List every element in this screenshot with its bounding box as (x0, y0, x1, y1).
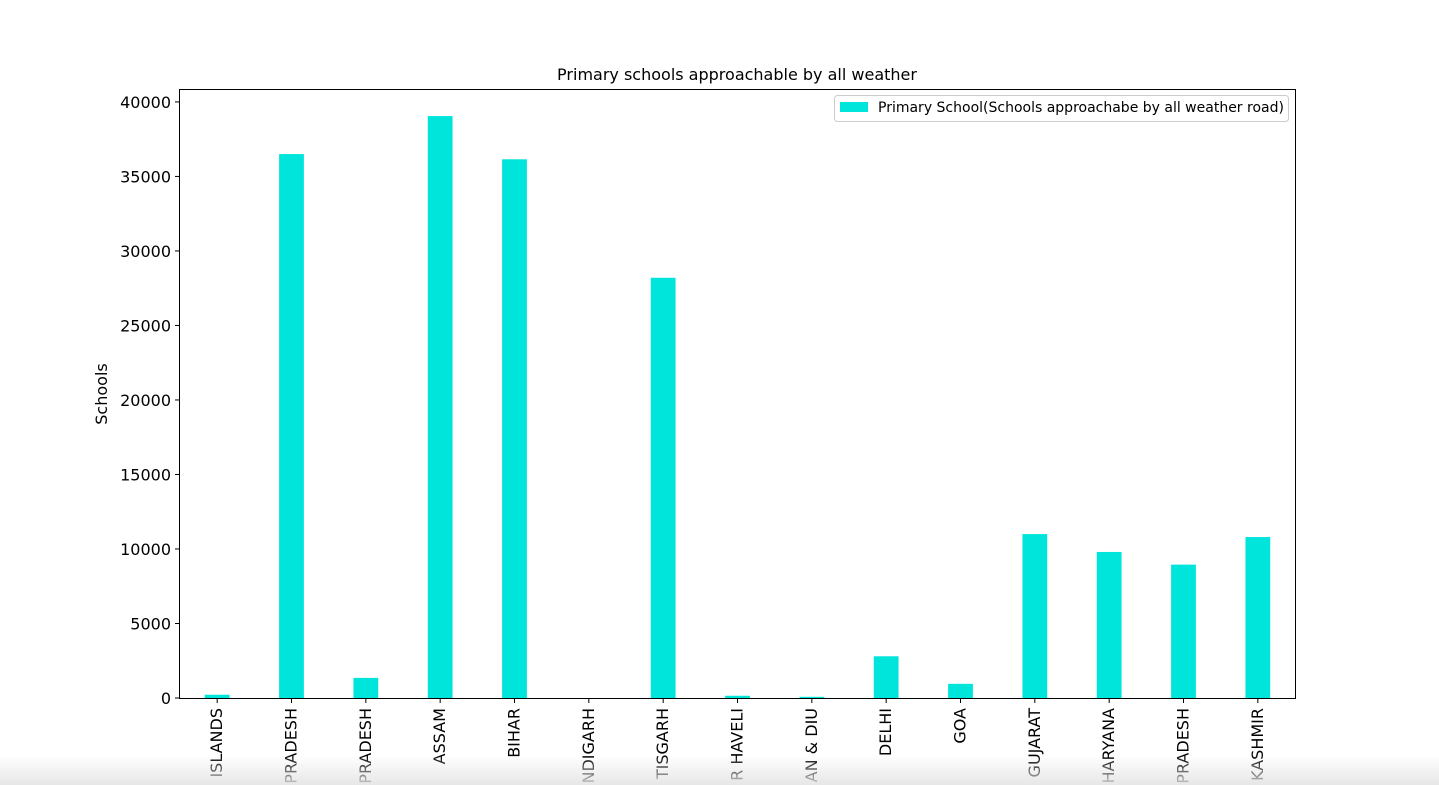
y-tick-label: 10000 (120, 540, 171, 559)
y-tick-label: 30000 (120, 242, 171, 261)
y-tick-label: 25000 (120, 316, 171, 335)
bar (353, 677, 379, 698)
y-axis-label: Schools (92, 363, 111, 424)
y-tick-label: 0 (161, 689, 171, 708)
x-tick-label: PRADESH (282, 708, 301, 784)
x-tick-label: PRADESH (1174, 708, 1193, 784)
legend-box (834, 95, 1289, 122)
legend: Primary School(Schools approachabe by al… (834, 95, 1289, 122)
x-tick-label: ISLANDS (207, 708, 226, 778)
bar (1022, 534, 1048, 698)
y-tick-label: 35000 (120, 167, 171, 186)
x-tick-label: GUJARAT (1025, 708, 1044, 778)
x-tick-label: AN & DIU (802, 708, 821, 782)
y-tick-label: 15000 (120, 465, 171, 484)
legend-label: Primary School(Schools approachabe by al… (878, 100, 1284, 116)
bar (1096, 551, 1122, 698)
x-tick-label: KASHMIR (1248, 708, 1267, 781)
plot-frame (179, 89, 1296, 699)
bar (1245, 537, 1271, 698)
x-tick-label: TISGARH (653, 708, 672, 780)
y-tick-label: 40000 (120, 93, 171, 112)
bar (1171, 564, 1196, 698)
bar (873, 656, 899, 698)
bar (204, 694, 230, 698)
bar (279, 154, 304, 698)
y-tick-label: 5000 (130, 614, 171, 633)
x-tick-label: BIHAR (505, 708, 524, 758)
bar (725, 695, 750, 698)
y-axis-ticks: 0 5000 10000 15000 20000 25000 30000 35000 40000 (120, 93, 180, 708)
x-tick-label: DELHI (876, 708, 895, 756)
x-tick-label: GOA (951, 708, 970, 744)
x-tick-label: NDIGARH (579, 708, 598, 784)
x-tick-label: R HAVELI (728, 708, 747, 781)
legend-swatch (840, 102, 868, 112)
x-tick-label: ASSAM (430, 708, 449, 764)
x-axis-ticks: ISLANDS PRADESH PRADESH ASSAM BIHAR NDIGARH TI… (207, 698, 1267, 784)
bar (650, 277, 676, 698)
y-tick-label: 20000 (120, 391, 171, 410)
x-tick-label: PRADESH (356, 708, 375, 784)
bars-group (204, 116, 1271, 698)
bar (948, 683, 973, 698)
bar (799, 696, 825, 698)
x-tick-label: HARYANA (1099, 708, 1118, 784)
bar (427, 116, 453, 698)
bar (502, 159, 527, 698)
chart-title: Primary schools approachable by all weat… (557, 65, 917, 84)
